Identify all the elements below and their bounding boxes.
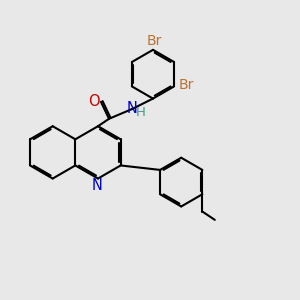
Text: H: H: [136, 106, 146, 119]
Text: O: O: [88, 94, 100, 109]
Text: Br: Br: [179, 78, 194, 92]
Text: Br: Br: [147, 34, 162, 48]
Text: N: N: [92, 178, 103, 194]
Text: N: N: [126, 101, 137, 116]
